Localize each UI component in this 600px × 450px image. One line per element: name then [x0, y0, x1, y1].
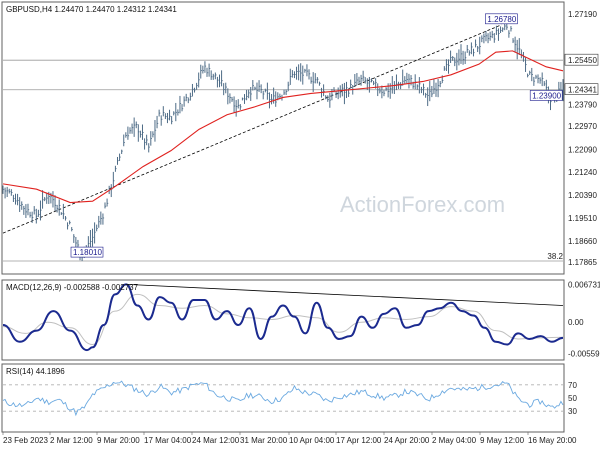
price-tick-label: 1.25450: [568, 56, 597, 65]
macd-tick-label: -0.005595: [568, 349, 600, 358]
trendline: [2, 24, 502, 234]
x-tick-label: 23 Feb 2023: [3, 436, 48, 445]
rsi-tick-label: 70: [568, 381, 577, 390]
rsi-line: [2, 380, 564, 417]
rsi-tick-label: 50: [568, 394, 577, 403]
price-tick-label: 1.20390: [568, 191, 597, 200]
price-tick-label: 1.19510: [568, 214, 597, 223]
price-annotation-box: [485, 13, 518, 25]
price-tick-label: 1.27190: [568, 10, 597, 19]
price-annotation-box: [70, 246, 104, 258]
price-annotation: 1.26780: [487, 15, 516, 24]
price-tick-label: 1.22090: [568, 146, 597, 155]
x-tick-label: 10 Apr 04:00: [289, 436, 335, 445]
fibonacci-label: 38.2: [547, 252, 563, 261]
x-tick-label: 17 Apr 12:00: [336, 436, 382, 445]
price-annotation-box: [529, 90, 563, 101]
price-header: GBPUSD,H4 1.24470 1.24470 1.24312 1.2434…: [6, 5, 177, 14]
x-tick-label: 24 Mar 12:00: [192, 436, 240, 445]
price-annotation: 1.18010: [73, 248, 102, 257]
x-tick-label: 31 Mar 20:00: [240, 436, 288, 445]
macd-line: [2, 283, 564, 352]
price-tick-label: 1.21240: [568, 168, 597, 177]
rsi-plot: [2, 380, 564, 417]
x-tick-label: 16 May 20:00: [528, 436, 577, 445]
rsi-panel: [1, 363, 565, 433]
macd-panel: [1, 279, 565, 361]
macd-trendline: [126, 283, 564, 306]
moving-average-line: [2, 50, 564, 204]
macd-plot: [2, 283, 564, 352]
watermark: ActionForex.com: [340, 192, 505, 217]
price-plot: 1.26780 1.23900 1.18010 38.2: [2, 13, 565, 262]
rsi-header: RSI(14) 44.1896: [6, 367, 65, 376]
macd-tick-label: 0.006731: [568, 281, 600, 290]
x-tick-label: 2 Mar 12:00: [50, 436, 93, 445]
rsi-tick-label: 30: [568, 407, 577, 416]
price-tick-highlight: [564, 83, 599, 95]
price-tick-label: 1.22970: [568, 122, 597, 131]
x-tick-label: 24 Apr 20:00: [384, 436, 430, 445]
x-tick-label: 2 May 04:00: [432, 436, 477, 445]
x-tick-label: 9 May 12:00: [480, 436, 525, 445]
price-tick-label: 1.18660: [568, 237, 597, 246]
x-tick-label: 17 Mar 04:00: [144, 436, 192, 445]
panel-frames: [1, 1, 565, 433]
price-panel: [1, 1, 565, 275]
price-annotation: 1.23900: [532, 91, 561, 100]
x-tick-label: 9 Mar 20:00: [97, 436, 140, 445]
price-tick-label: 1.17865: [568, 258, 597, 267]
price-tick-highlight: [564, 53, 599, 66]
axis-labels: 1.27190 1.25450 1.24341 1.23790 1.22970 1.220…: [2, 10, 600, 445]
macd-tick-label: 0.00: [568, 318, 584, 327]
price-tick-label: 1.24341: [568, 86, 597, 95]
macd-header: MACD(12,26,9) -0.002588 -0.002737: [6, 283, 139, 292]
price-tick-label: 1.23790: [568, 100, 597, 109]
